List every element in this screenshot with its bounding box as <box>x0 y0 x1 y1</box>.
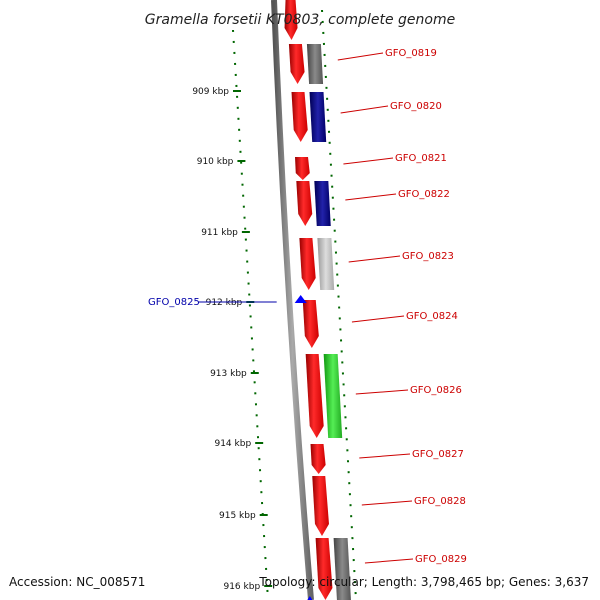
gene-label[interactable]: GFO_0829 <box>415 554 467 565</box>
cog-category-bar <box>306 44 324 84</box>
accession-text: Accession: NC_008571 <box>9 575 145 589</box>
gene-arrow[interactable] <box>299 238 316 290</box>
cog-category-bar <box>309 92 327 142</box>
tick-label: 911 kbp <box>201 228 238 238</box>
gene-arrow[interactable] <box>288 44 305 84</box>
gene-label[interactable]: GFO_0823 <box>402 251 454 262</box>
gene-label[interactable]: GFO_0819 <box>385 48 437 59</box>
gene-arrow[interactable] <box>302 300 319 348</box>
gene-label[interactable]: GFO_0826 <box>410 385 462 396</box>
ruler-tick: 912 kbp <box>206 298 255 308</box>
gene-leader-line <box>355 389 409 395</box>
ruler-tick: 916 kbp <box>223 582 273 592</box>
chromosome-backbone <box>271 0 314 600</box>
gene-leader-line <box>359 453 411 459</box>
gene-label[interactable]: GFO_0825 <box>148 297 200 308</box>
ruler-tick: 914 kbp <box>214 439 264 449</box>
gene-leader-line <box>337 52 384 61</box>
cog-category-bar <box>314 181 331 226</box>
ruler-tick: 910 kbp <box>197 157 246 167</box>
gene-leader-line <box>343 157 394 165</box>
genome-summary-text: Topology: circular; Length: 3,798,465 bp… <box>258 575 589 589</box>
tick-label: 916 kbp <box>223 582 260 592</box>
gene-labels: GFO_0819 GFO_0820 GFO_0821 GFO_0822 GFO_0823… <box>148 48 467 565</box>
gene-arrow[interactable] <box>305 354 324 438</box>
ruler-tick: 915 kbp <box>219 511 268 521</box>
kbp-ruler: 909 kbp 910 kbp 911 kbp 912 kbp 913 kbp 914 k… <box>192 87 273 592</box>
gene-arrow-reverse[interactable] <box>294 295 307 303</box>
tick-label: 913 kbp <box>210 369 247 379</box>
gene-label[interactable]: GFO_0821 <box>395 153 447 164</box>
gene-label[interactable]: GFO_0827 <box>412 449 464 460</box>
cog-category-bar <box>317 238 335 290</box>
gene-arrow[interactable] <box>291 92 308 142</box>
gene-label[interactable]: GFO_0828 <box>414 496 466 507</box>
gene-track <box>284 0 351 600</box>
gene-label[interactable]: GFO_0822 <box>398 189 450 200</box>
gene-leader-line <box>361 500 413 506</box>
gene-arrow[interactable] <box>295 157 310 180</box>
gene-leader-line <box>351 315 405 323</box>
map-title: Gramella forsetii KT0803, complete genom… <box>145 12 455 28</box>
tick-label: 910 kbp <box>197 157 234 167</box>
gene-leader-line <box>348 255 401 263</box>
cog-category-bar <box>333 538 351 600</box>
gene-leader-line <box>364 558 414 564</box>
gene-arrow-reverse-partial <box>307 596 313 600</box>
tick-label: 909 kbp <box>192 87 229 97</box>
gene-label[interactable]: GFO_0820 <box>390 101 442 112</box>
gene-arrow-partial <box>284 0 298 40</box>
tick-label: 914 kbp <box>214 439 251 449</box>
tick-label: 912 kbp <box>206 298 243 308</box>
ruler-tick: 911 kbp <box>201 228 250 238</box>
backbone-line <box>271 0 314 600</box>
ruler-tick: 909 kbp <box>192 87 241 97</box>
gene-leader-line <box>345 193 397 201</box>
gene-leader-line <box>340 105 389 114</box>
cog-category-bar <box>323 354 343 438</box>
gene-arrow[interactable] <box>315 538 333 600</box>
ruler-tick: 913 kbp <box>210 369 259 379</box>
gene-arrow[interactable] <box>296 181 313 226</box>
gene-arrow[interactable] <box>310 444 326 474</box>
tick-label: 915 kbp <box>219 511 256 521</box>
gene-arrow[interactable] <box>312 476 329 536</box>
gene-label[interactable]: GFO_0824 <box>406 311 458 322</box>
